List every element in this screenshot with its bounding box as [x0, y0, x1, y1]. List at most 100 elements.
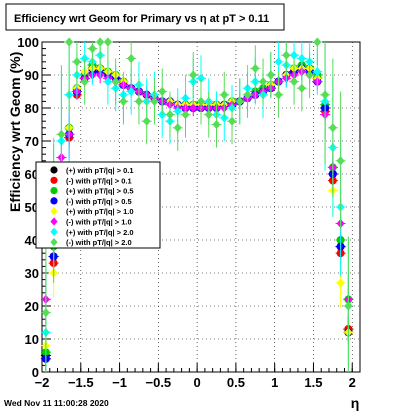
data-point [189, 70, 198, 80]
data-point [259, 77, 268, 87]
series-8 [40, 37, 354, 372]
legend-label: (-) with pT/|q| > 0.5 [66, 197, 132, 206]
data-point [181, 110, 190, 120]
data-point [274, 57, 283, 67]
legend-label: (-) with pT/|q| > 0.1 [66, 176, 132, 185]
legend-marker [50, 227, 58, 236]
y-tick-label: 40 [25, 233, 39, 248]
y-tick-label: 80 [25, 101, 39, 116]
data-point [212, 119, 221, 130]
y-tick-label: 20 [25, 299, 39, 314]
data-point [290, 50, 299, 60]
legend-entry-4: (-) with pT/|q| > 0.5 [50, 197, 132, 206]
y-tick-label: 70 [25, 134, 39, 149]
data-point [228, 116, 237, 126]
y-tick-label: 10 [25, 332, 39, 347]
data-point [336, 156, 345, 166]
x-tick-label: −1 [112, 375, 127, 390]
data-point [127, 86, 136, 97]
legend-marker [50, 166, 58, 174]
data-point [297, 53, 306, 64]
data-point [251, 63, 260, 73]
data-point [189, 103, 198, 113]
data-point [111, 77, 120, 87]
y-tick-label: 100 [17, 35, 39, 50]
y-axis-label: Efficiency wrt Geom (%) [7, 52, 23, 212]
data-point [65, 37, 74, 47]
legend-label: (+) with pT/|q| > 1.0 [66, 207, 134, 216]
legend-entry-6: (-) with pT/|q| > 1.0 [50, 217, 132, 227]
legend-entry-7: (+) with pT/|q| > 2.0 [50, 227, 134, 237]
data-point [274, 90, 283, 100]
legend-entry-3: (+) with pT/|q| > 0.5 [50, 187, 134, 196]
data-point [134, 96, 143, 106]
legend-label: (-) with pT/|q| > 2.0 [66, 238, 132, 247]
x-tick-label: 1.5 [304, 375, 322, 390]
data-point [321, 90, 330, 100]
y-tick-label: 90 [25, 68, 39, 83]
legend-marker [50, 187, 58, 195]
legend-box [35, 161, 161, 249]
data-point [290, 77, 299, 87]
y-tick-label: 60 [25, 167, 39, 182]
legend-label: (-) with pT/|q| > 1.0 [66, 218, 132, 227]
legend-entry-2: (-) with pT/|q| > 0.1 [50, 176, 132, 185]
data-point [165, 110, 174, 120]
data-point [72, 57, 81, 67]
x-axis-label: η [351, 395, 360, 411]
data-point [173, 123, 182, 133]
data-point [305, 70, 314, 80]
data-point [127, 53, 136, 64]
footer-date: Wed Nov 11 11:00:28 2020 [4, 398, 109, 408]
data-point [243, 90, 252, 100]
data-point [150, 96, 159, 106]
data-point [103, 77, 112, 87]
title-box [5, 3, 285, 31]
x-tick-label: −1.5 [68, 375, 94, 390]
legend-label: (+) with pT/|q| > 0.5 [66, 187, 134, 196]
legend-marker [50, 176, 58, 184]
legend-marker [50, 217, 58, 226]
y-tick-label: 50 [25, 200, 39, 215]
data-point [158, 86, 167, 97]
chart-title: Efficiency wrt Geom for Primary vs η at … [14, 13, 269, 25]
data-point [266, 70, 275, 80]
data-point [96, 37, 105, 47]
data-point [220, 90, 229, 100]
data-point [235, 96, 244, 106]
data-point [344, 301, 353, 311]
data-point [197, 96, 205, 106]
data-point [103, 37, 112, 47]
y-tick-label: 30 [25, 266, 39, 281]
x-tick-label: 0.5 [227, 375, 245, 390]
x-tick-label: −2 [35, 375, 50, 390]
data-point [328, 123, 337, 133]
data-point [80, 77, 89, 87]
legend-label: (+) with pT/|q| > 2.0 [66, 228, 134, 237]
x-tick-label: 2 [349, 375, 356, 390]
x-tick-label: 0 [194, 375, 201, 390]
data-point [313, 67, 322, 77]
legend-marker [50, 197, 58, 205]
data-point [119, 96, 128, 106]
legend: (+) with pT/|q| > 0.1(-) with pT/|q| > 0… [35, 161, 161, 249]
x-tick-label: −0.5 [146, 375, 172, 390]
y-tick-label: 0 [32, 365, 39, 380]
legend-label: (+) with pT/|q| > 0.1 [66, 166, 134, 175]
data-point [88, 44, 97, 54]
legend-entry-8: (-) with pT/|q| > 2.0 [50, 237, 132, 247]
data-point [313, 37, 322, 47]
data-point [41, 308, 50, 318]
data-point [142, 116, 151, 126]
data-point [57, 129, 66, 139]
legend-marker [50, 207, 58, 216]
data-point [297, 83, 306, 93]
data-point [282, 50, 291, 60]
legend-entry-1: (+) with pT/|q| > 0.1 [50, 166, 134, 175]
data-point [336, 278, 345, 288]
legend-entry-5: (+) with pT/|q| > 1.0 [50, 207, 134, 216]
x-tick-label: 1 [271, 375, 278, 390]
legend-marker [50, 237, 58, 247]
data-point [204, 110, 213, 120]
